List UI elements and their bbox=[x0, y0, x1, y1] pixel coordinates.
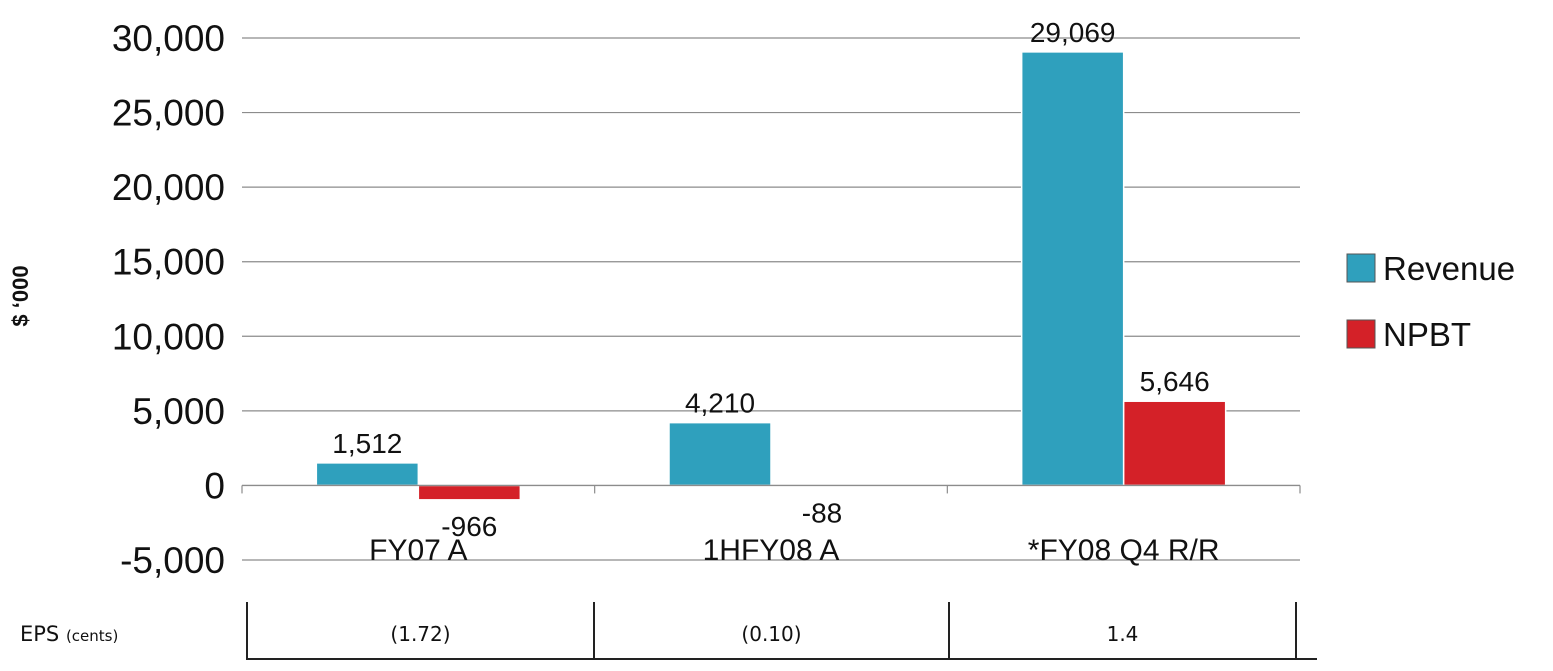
y-tick-label: 10,000 bbox=[112, 316, 225, 357]
y-tick-label: 5,000 bbox=[132, 391, 225, 432]
x-tick-label: *FY08 Q4 R/R bbox=[1028, 534, 1220, 567]
bar-revenue bbox=[1020, 51, 1125, 487]
bar-npbt bbox=[1122, 400, 1227, 487]
eps-label: EPS (cents) bbox=[20, 612, 240, 656]
bars bbox=[315, 51, 1227, 501]
eps-value-fy07: (1.72) bbox=[390, 622, 451, 646]
legend-swatch-revenue bbox=[1346, 253, 1376, 283]
data-label: -966 bbox=[441, 511, 497, 542]
eps-divider bbox=[593, 602, 595, 660]
legend-label-npbt: NPBT bbox=[1383, 316, 1471, 353]
y-tick-label: 0 bbox=[204, 465, 225, 506]
x-tick-label: 1HFY08 A bbox=[703, 534, 840, 567]
y-axis-tick-labels: -5,000 0 5,000 10,000 15,000 20,000 25,000 30,0… bbox=[112, 18, 225, 581]
x-axis bbox=[241, 484, 1301, 494]
legend-label-revenue: Revenue bbox=[1383, 250, 1515, 287]
data-label: 29,069 bbox=[1030, 17, 1116, 48]
eps-value-fy08q4: 1.4 bbox=[1106, 622, 1139, 646]
eps-divider bbox=[948, 602, 950, 660]
eps-divider bbox=[246, 602, 248, 660]
chart: -5,000 0 5,000 10,000 15,000 20,000 25,000 30,0… bbox=[8, 17, 1515, 581]
x-tick-label: FY07 A bbox=[369, 534, 467, 567]
y-tick-label: 20,000 bbox=[112, 167, 225, 208]
bar-npbt bbox=[417, 484, 522, 501]
grid-lines bbox=[242, 37, 1300, 561]
data-label: 4,210 bbox=[685, 388, 755, 419]
eps-bottom-rule bbox=[246, 658, 1317, 660]
y-axis-title: $ ‘000 bbox=[8, 265, 33, 326]
bar-revenue bbox=[315, 462, 420, 487]
eps-unit: (cents) bbox=[65, 627, 119, 645]
y-tick-label: 30,000 bbox=[112, 18, 225, 59]
x-axis-tick-labels: FY07 A 1HFY08 A *FY08 Q4 R/R bbox=[369, 534, 1219, 567]
data-labels: 1,512 4,210 29,069 -966 -88 5,646 bbox=[332, 17, 1209, 542]
data-label: 1,512 bbox=[332, 428, 402, 459]
eps-value-1hfy08: (0.10) bbox=[741, 622, 802, 646]
legend-swatch-npbt bbox=[1346, 319, 1376, 349]
bar-revenue bbox=[668, 421, 772, 487]
eps-row: EPS (cents) (1.72) (0.10) 1.4 bbox=[20, 602, 1320, 660]
data-label: -88 bbox=[802, 498, 842, 529]
eps-divider bbox=[1295, 602, 1297, 660]
eps-label-text: EPS bbox=[20, 622, 60, 646]
data-label: 5,646 bbox=[1140, 366, 1210, 397]
y-tick-label: -5,000 bbox=[120, 540, 225, 581]
y-tick-label: 15,000 bbox=[112, 242, 225, 283]
y-tick-label: 25,000 bbox=[112, 93, 225, 134]
legend: Revenue NPBT bbox=[1346, 250, 1515, 353]
